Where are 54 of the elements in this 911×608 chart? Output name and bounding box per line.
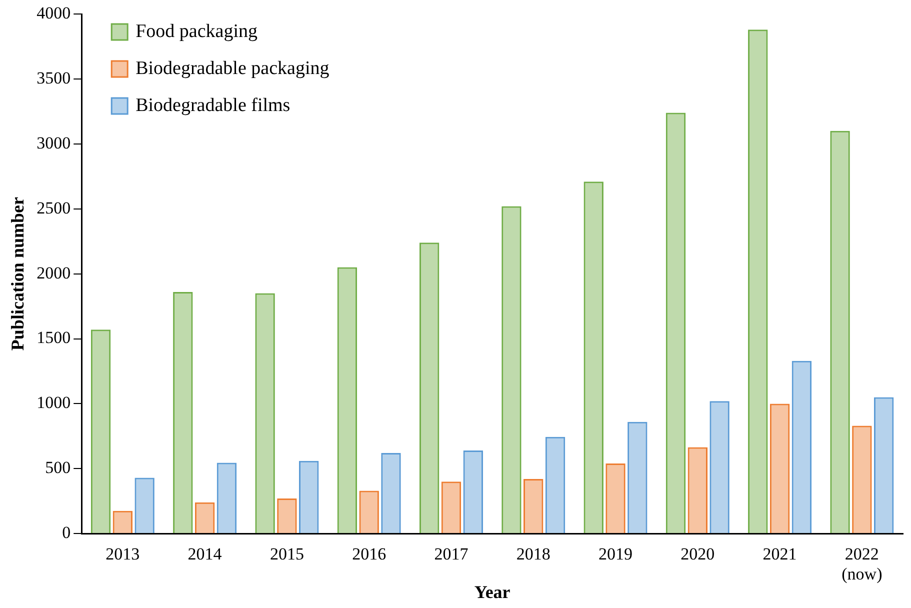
y-tick-label: 4000	[36, 3, 71, 22]
bar	[359, 490, 379, 534]
legend-label: Biodegradable packaging	[136, 58, 330, 79]
x-tick-label: 2013	[106, 544, 140, 564]
bar	[666, 112, 686, 534]
legend-label: Food packaging	[136, 20, 258, 42]
bar	[710, 401, 730, 534]
bar	[830, 130, 850, 534]
bar	[381, 453, 401, 534]
y-tick-label: 0	[62, 523, 71, 542]
y-tick-label: 2000	[36, 263, 71, 282]
bar	[441, 482, 462, 534]
bar	[852, 426, 872, 534]
bar	[112, 510, 133, 534]
y-tick-label: 2500	[36, 198, 71, 218]
y-tick-label: 1000	[36, 393, 71, 412]
y-tick-label: 3500	[36, 68, 71, 88]
x-tick-label: 2019	[598, 544, 633, 564]
bar	[792, 360, 812, 534]
x-tick-label: 2014	[188, 544, 222, 564]
bar	[502, 206, 522, 534]
bar	[748, 30, 768, 534]
legend-label: Biodegradable films	[136, 94, 290, 116]
bar	[134, 478, 154, 534]
y-tick-label: 1500	[36, 328, 71, 348]
bar	[173, 292, 193, 534]
x-tick-label: 2022 (now)	[842, 544, 882, 584]
x-tick-label: 2020	[680, 544, 715, 564]
y-tick-label: 3000	[36, 133, 71, 152]
bar	[216, 462, 237, 534]
bar	[770, 404, 790, 534]
bar	[194, 502, 215, 534]
bar	[584, 182, 604, 534]
x-axis-title: Year	[474, 582, 510, 602]
x-tick-label: 2021	[762, 544, 797, 564]
x-tick-label: 2017	[434, 544, 469, 564]
y-axis-title: Publication number	[7, 197, 28, 351]
bar	[463, 450, 483, 534]
bar	[688, 447, 708, 534]
bar	[277, 498, 297, 534]
bar	[255, 293, 275, 534]
x-tick-label: 2015	[270, 544, 304, 564]
y-tick-label: 500	[45, 458, 71, 478]
bar	[419, 242, 440, 534]
x-tick-label: 2016	[352, 544, 386, 564]
x-tick-label: 2018	[516, 544, 550, 564]
bar	[90, 330, 111, 534]
bar	[606, 463, 626, 534]
bar	[545, 436, 566, 534]
bar	[298, 460, 319, 534]
bar	[628, 422, 648, 534]
bar	[524, 479, 544, 534]
bar	[874, 397, 894, 534]
bar	[337, 267, 358, 534]
